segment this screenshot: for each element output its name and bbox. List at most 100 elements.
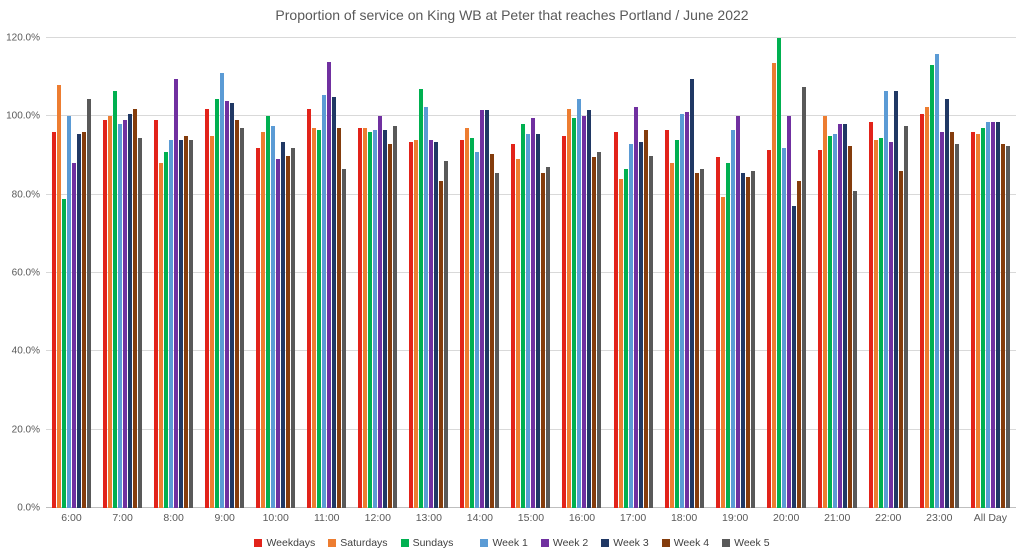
bar bbox=[439, 180, 444, 508]
bar bbox=[990, 122, 995, 508]
bar-group bbox=[505, 38, 556, 508]
bar bbox=[388, 143, 393, 508]
bar bbox=[276, 159, 281, 508]
legend-label: Week 4 bbox=[673, 537, 710, 549]
bar bbox=[424, 106, 429, 508]
x-tick-label: 17:00 bbox=[619, 512, 647, 524]
bar bbox=[985, 122, 990, 508]
bar bbox=[832, 133, 837, 508]
y-tick-label: 0.0% bbox=[17, 502, 40, 514]
x-tick-label: 16:00 bbox=[568, 512, 596, 524]
bar bbox=[643, 130, 648, 508]
bar bbox=[873, 139, 878, 508]
bar bbox=[521, 124, 526, 508]
bar bbox=[266, 116, 271, 508]
gridline bbox=[46, 115, 1016, 117]
legend-item: Week 5 bbox=[722, 537, 770, 549]
bar bbox=[67, 116, 72, 508]
bar bbox=[562, 135, 567, 508]
bar bbox=[312, 128, 317, 508]
bar bbox=[490, 153, 495, 508]
bar bbox=[944, 98, 949, 508]
bar bbox=[954, 143, 959, 508]
bar-group bbox=[403, 38, 454, 508]
x-tick-label: 20:00 bbox=[773, 512, 800, 524]
bar bbox=[934, 53, 939, 508]
bar bbox=[750, 171, 755, 508]
legend-item: Week 2 bbox=[540, 537, 588, 549]
x-tick-label: 21:00 bbox=[824, 512, 851, 524]
bar bbox=[358, 128, 363, 508]
bar bbox=[699, 169, 704, 508]
bar bbox=[281, 141, 286, 508]
bar bbox=[975, 133, 980, 508]
bar bbox=[577, 98, 582, 508]
bar bbox=[429, 139, 434, 508]
bar bbox=[235, 120, 240, 508]
bar-group bbox=[761, 38, 812, 508]
bar bbox=[414, 139, 419, 508]
x-tick-label: 19:00 bbox=[721, 512, 749, 524]
bar bbox=[485, 110, 490, 508]
x-tick-label: 9:00 bbox=[214, 512, 235, 524]
legend-label: Week 1 bbox=[492, 537, 528, 549]
bar-group bbox=[914, 38, 965, 508]
bar bbox=[541, 173, 546, 508]
bar bbox=[582, 116, 587, 508]
gridline bbox=[46, 350, 1016, 352]
legend-item: Saturdays bbox=[328, 537, 388, 549]
bar bbox=[827, 135, 832, 508]
bar-group bbox=[965, 38, 1016, 508]
bar bbox=[511, 143, 516, 508]
bar bbox=[332, 96, 337, 508]
bar bbox=[393, 126, 398, 508]
bar bbox=[689, 79, 694, 508]
bar bbox=[526, 133, 531, 508]
bar-group bbox=[454, 38, 505, 508]
bar bbox=[460, 139, 465, 508]
bar bbox=[291, 147, 296, 508]
bar bbox=[771, 63, 776, 508]
legend-label: Week 3 bbox=[613, 537, 649, 549]
legend-swatch bbox=[722, 539, 731, 547]
legend-item: Week 1 bbox=[480, 537, 528, 549]
legend-swatch bbox=[661, 539, 670, 547]
bar-group bbox=[659, 38, 710, 508]
x-tick-label: All Day bbox=[973, 512, 1007, 524]
bar bbox=[409, 141, 414, 508]
bar bbox=[444, 161, 449, 508]
bar bbox=[72, 163, 77, 508]
legend-swatch bbox=[328, 539, 337, 547]
bar bbox=[980, 128, 985, 508]
x-tick-label: 14:00 bbox=[466, 512, 494, 524]
x-tick-label: 18:00 bbox=[670, 512, 698, 524]
chart-title: Proportion of service on King WB at Pete… bbox=[275, 7, 749, 23]
bar bbox=[648, 155, 653, 508]
bar bbox=[52, 132, 57, 508]
bar-group bbox=[352, 38, 403, 508]
x-tick-label: 11:00 bbox=[314, 512, 340, 524]
bar bbox=[240, 128, 245, 508]
y-tick-label: 120.0% bbox=[6, 32, 40, 44]
x-tick-label: 7:00 bbox=[112, 512, 133, 524]
bar bbox=[118, 124, 123, 508]
gridline bbox=[46, 428, 1016, 430]
bar bbox=[327, 61, 332, 508]
plot-area bbox=[46, 37, 1016, 508]
bar bbox=[929, 65, 934, 508]
bar bbox=[893, 90, 898, 508]
x-tick-label: 6:00 bbox=[61, 512, 82, 524]
bar bbox=[184, 135, 189, 508]
bar bbox=[664, 130, 669, 508]
bar bbox=[174, 79, 179, 508]
y-tick-label: 20.0% bbox=[11, 424, 40, 436]
bar bbox=[745, 177, 750, 508]
bar bbox=[1000, 143, 1005, 508]
bar bbox=[852, 190, 857, 508]
gridline bbox=[46, 37, 1016, 38]
y-tick-label: 60.0% bbox=[11, 267, 40, 279]
bar bbox=[735, 116, 740, 508]
bar bbox=[363, 128, 368, 508]
bar bbox=[133, 108, 138, 508]
bar bbox=[796, 180, 801, 508]
